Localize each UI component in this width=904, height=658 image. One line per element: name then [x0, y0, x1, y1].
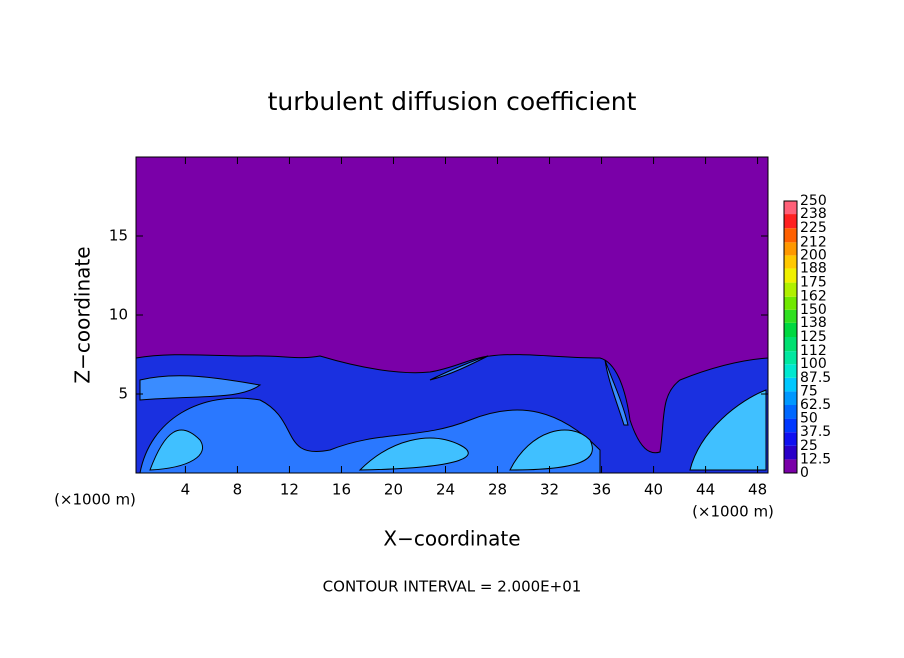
colorbar-label: 250 — [800, 193, 827, 209]
colorbar-label: 87.5 — [800, 370, 831, 386]
colorbar-swatch — [784, 445, 797, 460]
x-tick-label: 36 — [592, 481, 611, 499]
colorbar-label: 200 — [800, 247, 827, 263]
colorbar-swatch — [784, 459, 797, 473]
colorbar-label: 225 — [800, 220, 827, 236]
x-tick-label: 4 — [181, 481, 191, 499]
field-region — [139, 355, 629, 426]
y-unit-label: (×1000 m) — [54, 491, 136, 509]
x-tick-label: 28 — [488, 481, 507, 499]
colorbar-label: 138 — [800, 315, 827, 331]
colorbar-swatch — [784, 242, 797, 256]
y-tick-label: 10 — [109, 306, 128, 324]
colorbar-swatch — [784, 214, 797, 229]
colorbar-swatch — [784, 268, 797, 283]
colorbar-swatch — [784, 405, 797, 419]
colorbar-label: 125 — [800, 329, 827, 345]
x-tick-label: 12 — [280, 481, 299, 499]
colorbar-swatch — [784, 377, 797, 392]
field-region — [149, 389, 767, 471]
colorbar-label: 37.5 — [800, 424, 831, 440]
colorbar-label: 25 — [800, 438, 818, 454]
x-tick-label: 40 — [644, 481, 663, 499]
colorbar-swatch — [784, 351, 797, 365]
colorbar-swatch — [784, 309, 797, 323]
colorbar-label: 212 — [800, 234, 827, 250]
colorbar-swatch — [784, 418, 797, 433]
colorbar-label: 175 — [800, 275, 827, 291]
colorbar-label: 238 — [800, 206, 827, 222]
colorbar-swatch — [784, 364, 797, 378]
x-tick-label: 44 — [696, 481, 715, 499]
field-region — [139, 397, 601, 474]
colorbar-label: 162 — [800, 289, 827, 305]
colorbar-label: 62.5 — [800, 397, 831, 413]
x-tick-label: 16 — [332, 481, 351, 499]
chart-title: turbulent diffusion coefficient — [268, 87, 637, 116]
colorbar-swatch — [784, 282, 797, 297]
colorbar-swatch — [784, 322, 797, 337]
x-tick-label: 20 — [384, 481, 403, 499]
colorbar-frame — [783, 200, 798, 474]
colorbar-label: 188 — [800, 260, 827, 276]
colorbar-label: 150 — [800, 302, 827, 318]
colorbar-label: 100 — [800, 356, 827, 372]
footer-note: CONTOUR INTERVAL = 2.000E+01 — [323, 578, 582, 596]
colorbar-swatch — [784, 201, 797, 215]
colorbar-swatch — [784, 391, 797, 405]
colorbar-label: 0 — [800, 465, 809, 481]
x-tick-label: 48 — [748, 481, 767, 499]
y-tick-label: 5 — [118, 385, 128, 403]
x-tick-label: 24 — [436, 481, 455, 499]
colorbar-label: 75 — [800, 383, 818, 399]
y-axis-label: Z−coordinate — [71, 246, 95, 383]
x-unit-label: (×1000 m) — [692, 503, 774, 521]
x-axis-label: X−coordinate — [383, 527, 520, 551]
colorbar-label: 112 — [800, 343, 827, 359]
colorbar-swatch — [784, 228, 797, 243]
colorbar-swatch — [784, 296, 797, 310]
x-tick-label: 8 — [233, 481, 243, 499]
x-tick-label: 32 — [540, 481, 559, 499]
colorbar-swatch — [784, 432, 797, 446]
field — [135, 157, 769, 474]
colorbar-label: 50 — [800, 411, 818, 427]
colorbar-label: 12.5 — [800, 451, 831, 467]
colorbar-swatch — [784, 255, 797, 269]
colorbar-swatch — [784, 337, 797, 352]
y-tick-label: 15 — [109, 227, 128, 245]
